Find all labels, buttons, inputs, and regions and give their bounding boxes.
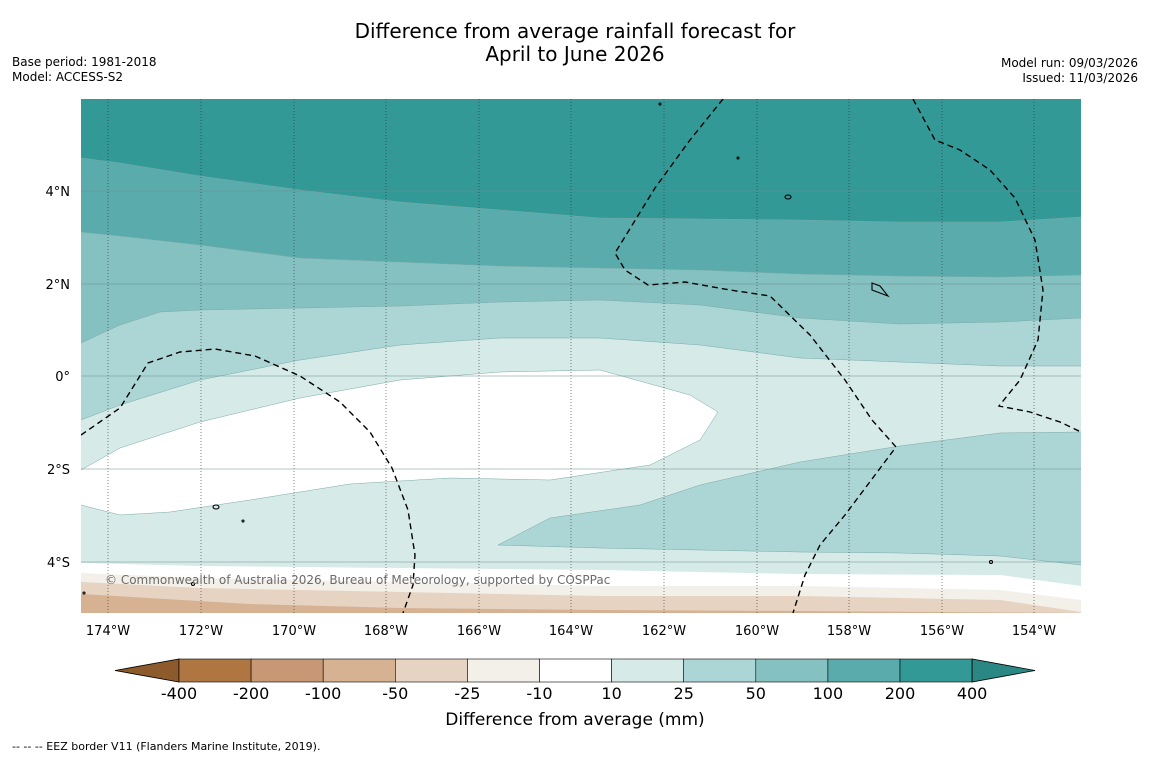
lon-label: 164°W: [549, 624, 593, 639]
island-outlines: [82, 102, 994, 595]
legend-tick-label: -50: [382, 684, 408, 703]
lon-label: 160°W: [735, 624, 779, 639]
issued-label: Issued: 11/03/2026: [1022, 71, 1138, 85]
longitude-labels: 174°W 172°W 170°W 168°W 166°W 164°W 162°…: [86, 624, 1056, 639]
eez-border-west: [81, 348, 416, 613]
legend-tick-label: -25: [454, 684, 480, 703]
lon-label: 174°W: [86, 624, 130, 639]
legend-tick-label: 50: [746, 684, 766, 703]
lat-label: 0°: [55, 370, 70, 385]
lat-label: 2°N: [46, 278, 71, 293]
island-jarvis: [871, 282, 890, 298]
legend-tick-label: 10: [601, 684, 621, 703]
legend-tick-label: 400: [957, 684, 988, 703]
band-minus-100: [81, 594, 1081, 613]
legend-colorbar: [114, 658, 1036, 683]
legend-swatch: [250, 658, 324, 683]
eez-borders: [81, 99, 1081, 613]
legend-tick-label: 100: [813, 684, 844, 703]
band-neutral: [81, 370, 718, 515]
band-minus-50: [81, 582, 1081, 613]
legend-tick-label: -10: [526, 684, 552, 703]
model-run-label: Model run: 09/03/2026: [1000, 56, 1138, 70]
eez-border-east: [912, 99, 1081, 433]
legend-swatch: [827, 658, 901, 683]
legend-swatch: [899, 658, 973, 683]
legend-tick-label: 200: [885, 684, 916, 703]
island-small-4: [988, 559, 994, 565]
eez-border-central: [614, 99, 897, 613]
legend-extend-low: [114, 658, 180, 683]
lat-label: 2°S: [47, 463, 70, 478]
legend-swatch: [178, 658, 252, 683]
lon-label: 158°W: [827, 624, 871, 639]
legend-swatch: [755, 658, 829, 683]
island-baker: [212, 504, 220, 510]
legend-tick-label: -100: [305, 684, 341, 703]
meta-left: Base period: 1981-2018 Model: ACCESS-S2: [12, 55, 157, 85]
legend-swatch: [539, 658, 612, 683]
base-period-label: Base period: 1981-2018: [12, 55, 157, 69]
lon-label: 170°W: [272, 624, 316, 639]
latitude-gridlines: [81, 190, 1081, 563]
contour-lines: [81, 157, 1081, 566]
lat-label: 4°N: [46, 185, 71, 200]
lon-label: 168°W: [364, 624, 408, 639]
model-label: Model: ACCESS-S2: [12, 70, 124, 84]
legend-tick-label: -200: [233, 684, 269, 703]
legend-tick-label: 25: [674, 684, 694, 703]
legend-tick-label: -400: [161, 684, 197, 703]
rainfall-map-figure: © Commonwealth of Australia 2026, Bureau…: [46, 99, 1081, 730]
contour-fill-layer: [81, 99, 1081, 613]
legend-tick-labels: -400 -200 -100 -50 -25 -10 10 25 50 100 200 400: [161, 684, 988, 703]
lon-label: 172°W: [179, 624, 223, 639]
island-small-5: [190, 581, 196, 587]
lat-label: 4°S: [47, 556, 70, 571]
island-small-3: [658, 102, 662, 106]
lon-label: 156°W: [920, 624, 964, 639]
meta-right: Model run: 09/03/2026 Issued: 11/03/2026: [1001, 56, 1138, 86]
island-small-6: [82, 591, 86, 595]
island-small-2: [736, 156, 740, 160]
island-small-1: [241, 519, 245, 523]
lon-label: 154°W: [1012, 624, 1056, 639]
eez-footnote: -- -- -- EEZ border V11 (Flanders Marine…: [12, 740, 321, 753]
legend-extend-high: [971, 658, 1036, 683]
chart-title-line-2: April to June 2026: [485, 42, 665, 66]
legend-swatch: [467, 658, 540, 683]
island-kiritimati: [784, 194, 792, 200]
chart-title-line-1: Difference from average rainfall forecas…: [354, 19, 796, 43]
legend-swatch: [322, 658, 396, 683]
legend-swatch: [683, 658, 757, 683]
legend-swatch: [394, 658, 468, 683]
legend-title: Difference from average (mm): [445, 710, 704, 730]
latitude-labels: 4°N 2°N 0° 2°S 4°S: [46, 185, 71, 571]
lon-label: 162°W: [642, 624, 686, 639]
legend-swatch: [611, 658, 684, 683]
lon-label: 166°W: [457, 624, 501, 639]
copyright-notice: © Commonwealth of Australia 2026, Bureau…: [105, 573, 610, 587]
